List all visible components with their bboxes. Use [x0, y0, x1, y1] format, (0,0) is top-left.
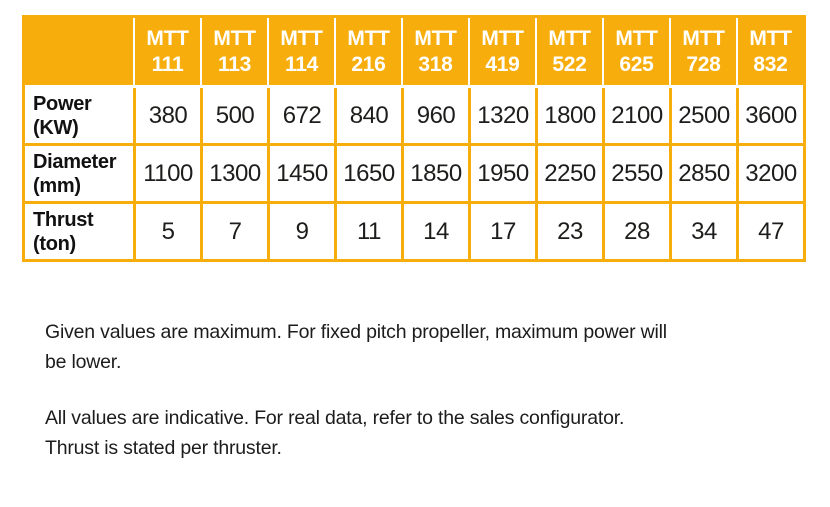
value-cell: 28 — [602, 201, 669, 259]
value-cell: 23 — [535, 201, 602, 259]
model-number-label: 113 — [218, 52, 251, 76]
row-label-unit: (mm) — [33, 174, 81, 197]
value-cell: 2550 — [602, 143, 669, 201]
note-text-line: Given values are maximum. For fixed pitc… — [45, 321, 667, 343]
table-header-row: MTT 111 MTT 113 MTT 114 MTT 216 MTT 31 — [25, 18, 803, 88]
row-label-diameter: Diameter (mm) — [25, 143, 133, 201]
column-header-mtt-832: MTT 832 — [736, 18, 803, 88]
table-row-thrust: Thrust (ton) 5 7 9 11 14 17 23 28 34 47 — [25, 201, 803, 259]
model-number-label: 111 — [151, 52, 184, 76]
value-cell: 840 — [334, 88, 401, 143]
model-number-label: 625 — [619, 52, 654, 76]
model-series-label: MTT — [347, 26, 390, 50]
column-header-mtt-625: MTT 625 — [602, 18, 669, 88]
value-cell: 5 — [133, 201, 200, 259]
model-series-label: MTT — [481, 26, 524, 50]
model-number-label: 216 — [351, 52, 386, 76]
value-cell: 9 — [267, 201, 334, 259]
model-number-label: 832 — [753, 52, 788, 76]
model-number-label: 318 — [418, 52, 453, 76]
model-number-label: 522 — [552, 52, 587, 76]
corner-cell — [25, 18, 133, 88]
value-cell: 672 — [267, 88, 334, 143]
model-series-label: MTT — [213, 26, 256, 50]
column-header-mtt-522: MTT 522 — [535, 18, 602, 88]
column-header-mtt-728: MTT 728 — [669, 18, 736, 88]
table-row-power: Power (KW) 380 500 672 840 960 1320 1800… — [25, 88, 803, 143]
model-series-label: MTT — [280, 26, 323, 50]
value-cell: 2100 — [602, 88, 669, 143]
row-label-unit: (ton) — [33, 232, 76, 255]
row-label-name: Power — [33, 92, 92, 115]
value-cell: 1300 — [200, 143, 267, 201]
row-label-power: Power (KW) — [25, 88, 133, 143]
value-cell: 47 — [736, 201, 803, 259]
value-cell: 2850 — [669, 143, 736, 201]
row-label-unit: (KW) — [33, 116, 79, 139]
row-label-thrust: Thrust (ton) — [25, 201, 133, 259]
value-cell: 2250 — [535, 143, 602, 201]
model-number-label: 114 — [285, 52, 318, 76]
thruster-spec-table: MTT 111 MTT 113 MTT 114 MTT 216 MTT 31 — [22, 15, 806, 262]
note-maximum-values: Given values are maximum. For fixed pitc… — [45, 317, 667, 377]
value-cell: 3600 — [736, 88, 803, 143]
value-cell: 17 — [468, 201, 535, 259]
value-cell: 500 — [200, 88, 267, 143]
model-series-label: MTT — [682, 26, 725, 50]
model-series-label: MTT — [414, 26, 457, 50]
note-indicative-values: All values are indicative. For real data… — [45, 403, 624, 463]
value-cell: 2500 — [669, 88, 736, 143]
model-series-label: MTT — [548, 26, 591, 50]
value-cell: 1650 — [334, 143, 401, 201]
column-header-mtt-318: MTT 318 — [401, 18, 468, 88]
row-label-name: Diameter — [33, 150, 117, 173]
model-number-label: 728 — [686, 52, 721, 76]
value-cell: 1450 — [267, 143, 334, 201]
value-cell: 14 — [401, 201, 468, 259]
value-cell: 7 — [200, 201, 267, 259]
note-text-line: be lower. — [45, 351, 122, 373]
row-label-name: Thrust — [33, 208, 94, 231]
model-series-label: MTT — [146, 26, 189, 50]
value-cell: 380 — [133, 88, 200, 143]
column-header-mtt-114: MTT 114 — [267, 18, 334, 88]
value-cell: 960 — [401, 88, 468, 143]
column-header-mtt-111: MTT 111 — [133, 18, 200, 88]
value-cell: 34 — [669, 201, 736, 259]
note-text-line: Thrust is stated per thruster. — [45, 437, 282, 459]
value-cell: 1850 — [401, 143, 468, 201]
model-series-label: MTT — [615, 26, 658, 50]
value-cell: 1320 — [468, 88, 535, 143]
value-cell: 1100 — [133, 143, 200, 201]
value-cell: 1950 — [468, 143, 535, 201]
column-header-mtt-113: MTT 113 — [200, 18, 267, 88]
note-text-line: All values are indicative. For real data… — [45, 407, 625, 429]
model-series-label: MTT — [749, 26, 792, 50]
column-header-mtt-419: MTT 419 — [468, 18, 535, 88]
column-header-mtt-216: MTT 216 — [334, 18, 401, 88]
value-cell: 3200 — [736, 143, 803, 201]
table-row-diameter: Diameter (mm) 1100 1300 1450 1650 1850 1… — [25, 143, 803, 201]
value-cell: 1800 — [535, 88, 602, 143]
value-cell: 11 — [334, 201, 401, 259]
model-number-label: 419 — [485, 52, 520, 76]
